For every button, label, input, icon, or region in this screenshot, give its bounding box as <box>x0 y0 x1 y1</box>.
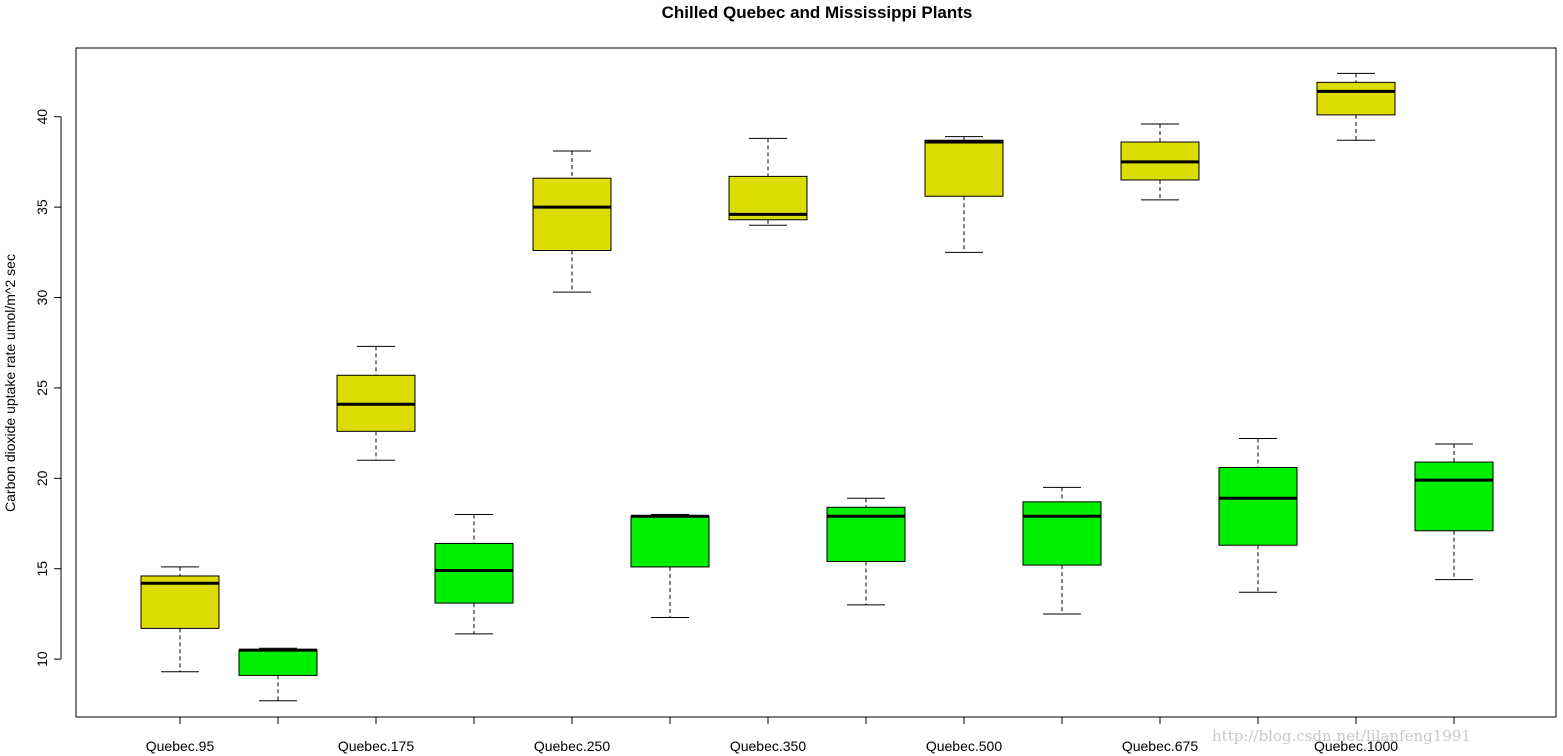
x-tick-label: Quebec.350 <box>730 738 806 754</box>
x-tick-label: Quebec.175 <box>338 738 414 754</box>
x-tick-label: Quebec.250 <box>534 738 610 754</box>
box-quebec <box>1120 123 1200 201</box>
x-axis: Quebec.95 Quebec.175 Quebec.250 Quebec.350 Q… <box>146 716 1455 754</box>
box-mississippi <box>1022 486 1102 615</box>
box-mississippi <box>826 497 906 606</box>
box-mississippi <box>630 513 710 619</box>
iqr-box <box>532 177 612 252</box>
iqr-box <box>434 542 514 604</box>
y-tick-label: 30 <box>34 290 50 306</box>
box-mississippi <box>238 647 318 702</box>
box-mississippi <box>1218 438 1298 593</box>
box-quebec <box>924 136 1004 253</box>
box-mississippi <box>434 513 514 635</box>
y-tick-label: 20 <box>34 470 50 486</box>
x-tick-label: Quebec.500 <box>926 738 1002 754</box>
box-quebec <box>1316 72 1396 141</box>
box-quebec <box>728 137 808 226</box>
chart-title: Chilled Quebec and Mississippi Plants <box>662 3 973 22</box>
y-tick-label: 15 <box>34 561 50 577</box>
box-mississippi <box>1414 443 1494 581</box>
y-axis: 10 15 20 25 30 35 40 <box>34 109 62 667</box>
y-tick-label: 40 <box>34 109 50 125</box>
watermark-text: http://blog.csdn.net/lilanfeng1991 <box>1212 727 1471 745</box>
y-axis-label: Carbon dioxide uptake rate umol/m^2 sec <box>2 254 18 512</box>
iqr-box <box>1316 81 1396 116</box>
iqr-box <box>1022 501 1102 566</box>
x-tick-label: Quebec.95 <box>146 738 215 754</box>
y-tick-label: 25 <box>34 380 50 396</box>
box-series <box>140 72 1494 702</box>
x-tick-label: Quebec.675 <box>1122 738 1198 754</box>
iqr-box <box>728 175 808 221</box>
y-tick-label: 35 <box>34 199 50 215</box>
iqr-box <box>630 515 710 568</box>
x-tick-label: Quebec.1000 <box>1314 738 1398 754</box>
iqr-box <box>238 649 318 676</box>
box-quebec <box>336 345 416 461</box>
plot-frame <box>75 47 1557 718</box>
iqr-box <box>1414 461 1494 532</box>
iqr-box <box>924 139 1004 197</box>
iqr-box <box>140 575 220 629</box>
iqr-box <box>1218 466 1298 546</box>
box-quebec <box>532 150 612 293</box>
box-quebec <box>140 566 220 673</box>
y-tick-label: 10 <box>34 651 50 667</box>
